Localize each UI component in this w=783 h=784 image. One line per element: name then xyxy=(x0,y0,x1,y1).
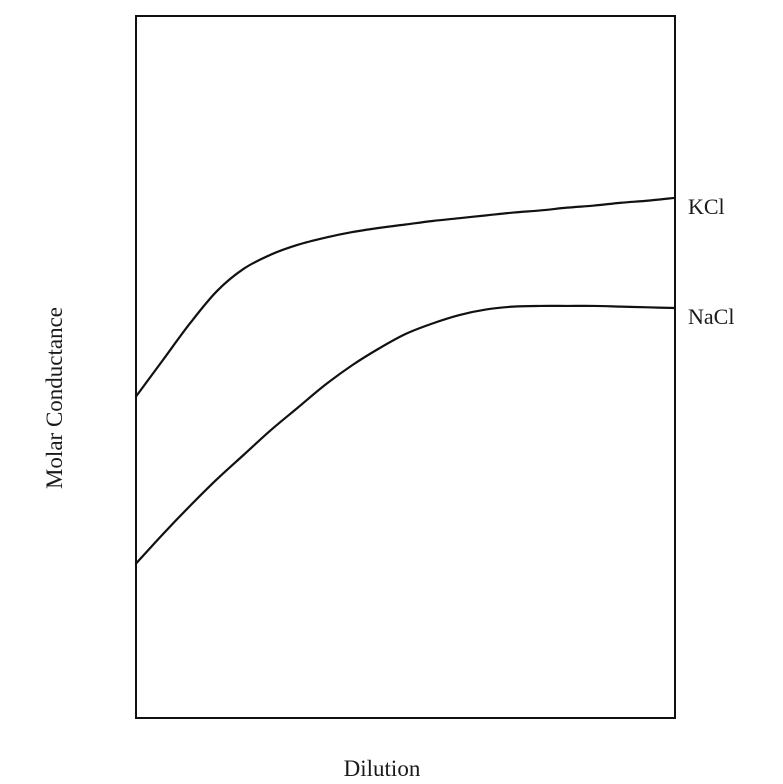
plot-frame xyxy=(135,15,676,719)
series-line-kcl xyxy=(134,196,677,398)
y-axis-label: Molar Conductance xyxy=(42,307,67,489)
series-layer: KCl NaCl xyxy=(134,194,734,565)
series-label-nacl: NaCl xyxy=(688,304,734,329)
series-line-nacl xyxy=(134,304,677,565)
x-axis-label: Dilution xyxy=(344,756,421,781)
series-label-kcl: KCl xyxy=(688,194,725,219)
